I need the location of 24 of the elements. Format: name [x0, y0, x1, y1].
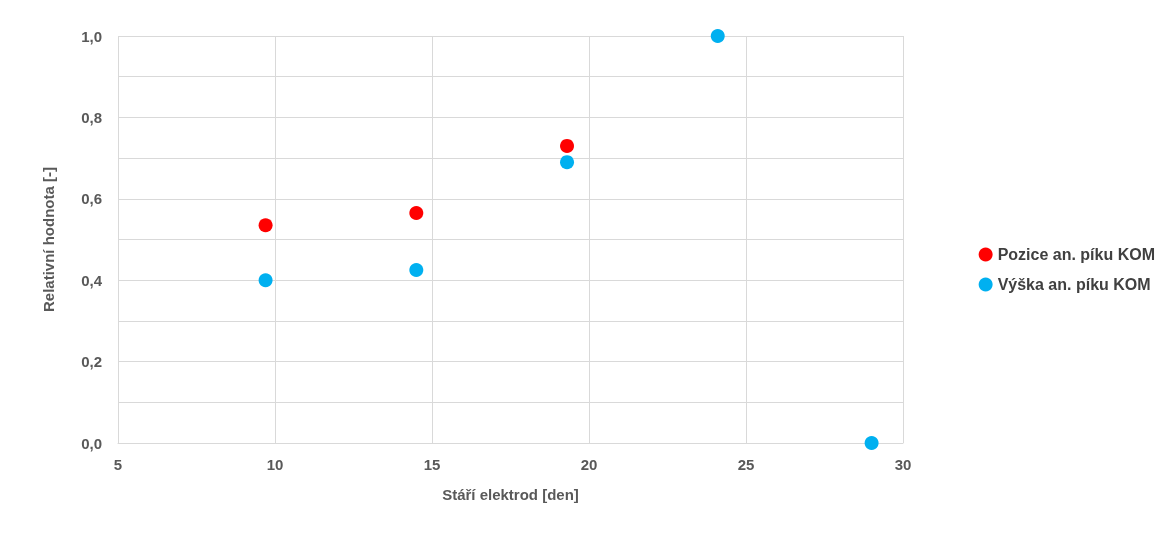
x-tick-label: 30 — [894, 456, 912, 473]
x-tick-label: 5 — [113, 456, 123, 473]
legend-label: Pozice an. píku KOM — [997, 246, 1155, 263]
point — [864, 436, 879, 450]
y-tick-label: 0,4 — [81, 271, 103, 289]
y-tick-label: 0,6 — [81, 190, 102, 208]
point — [710, 29, 725, 43]
legend-label: Výška an. píku KOM — [997, 276, 1151, 293]
x-axis-title: Stáří elektrod [den] — [442, 486, 579, 503]
point — [560, 138, 575, 153]
y-tick-label: 1,0 — [81, 27, 102, 45]
point — [258, 273, 273, 288]
x-tick-label: 20 — [580, 456, 598, 473]
x-tick-label: 15 — [423, 456, 441, 473]
point — [409, 206, 424, 221]
y-tick-label: 0,0 — [81, 434, 102, 452]
point — [560, 155, 575, 170]
point — [258, 218, 273, 233]
y-tick-label: 0,8 — [81, 108, 102, 126]
y-axis-title: Relativní hodnota [-] — [40, 167, 57, 312]
y-tick-label: 0,2 — [81, 353, 102, 371]
point — [409, 263, 424, 278]
x-tick-label: 25 — [737, 456, 755, 473]
x-tick-label: 10 — [266, 456, 284, 473]
